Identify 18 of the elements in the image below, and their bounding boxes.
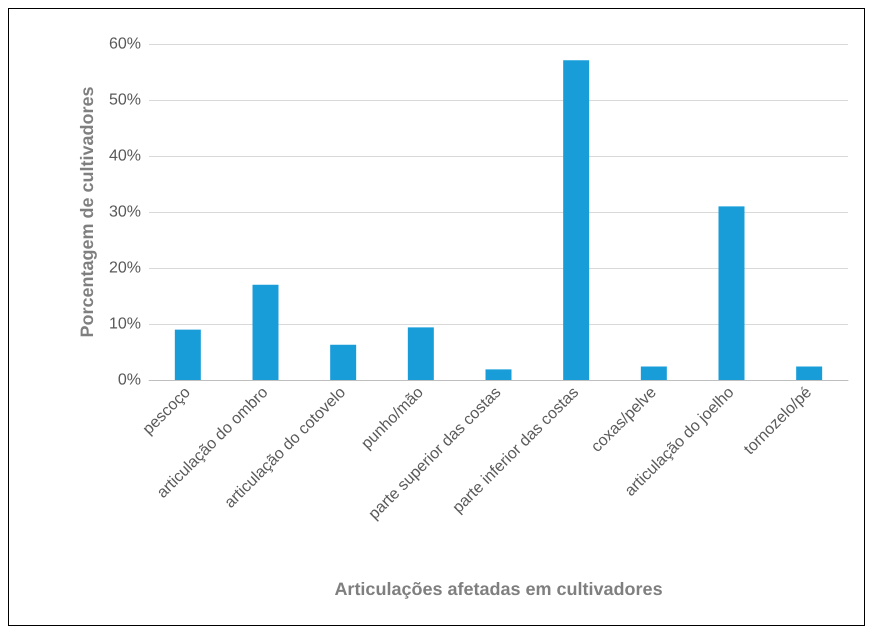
y-axis-title: Porcentagem de cultivadores [77, 86, 98, 338]
y-tick-label: 0% [118, 372, 141, 388]
y-tick-label: 40% [108, 148, 141, 164]
y-tick-label: 20% [108, 260, 141, 276]
bar [330, 344, 356, 380]
y-tick-label: 10% [108, 316, 141, 332]
bar [563, 60, 590, 380]
bar [408, 327, 434, 380]
y-tick-label: 60% [108, 36, 141, 52]
bar [796, 366, 822, 380]
y-tick-label: 30% [108, 204, 141, 220]
x-axis-title: Articulações afetadas em cultivadores [334, 579, 663, 599]
y-tick-label: 50% [108, 92, 141, 108]
bar [640, 366, 667, 380]
bar [718, 206, 744, 380]
bar [486, 369, 512, 380]
bar [252, 284, 278, 380]
bar [174, 330, 201, 380]
